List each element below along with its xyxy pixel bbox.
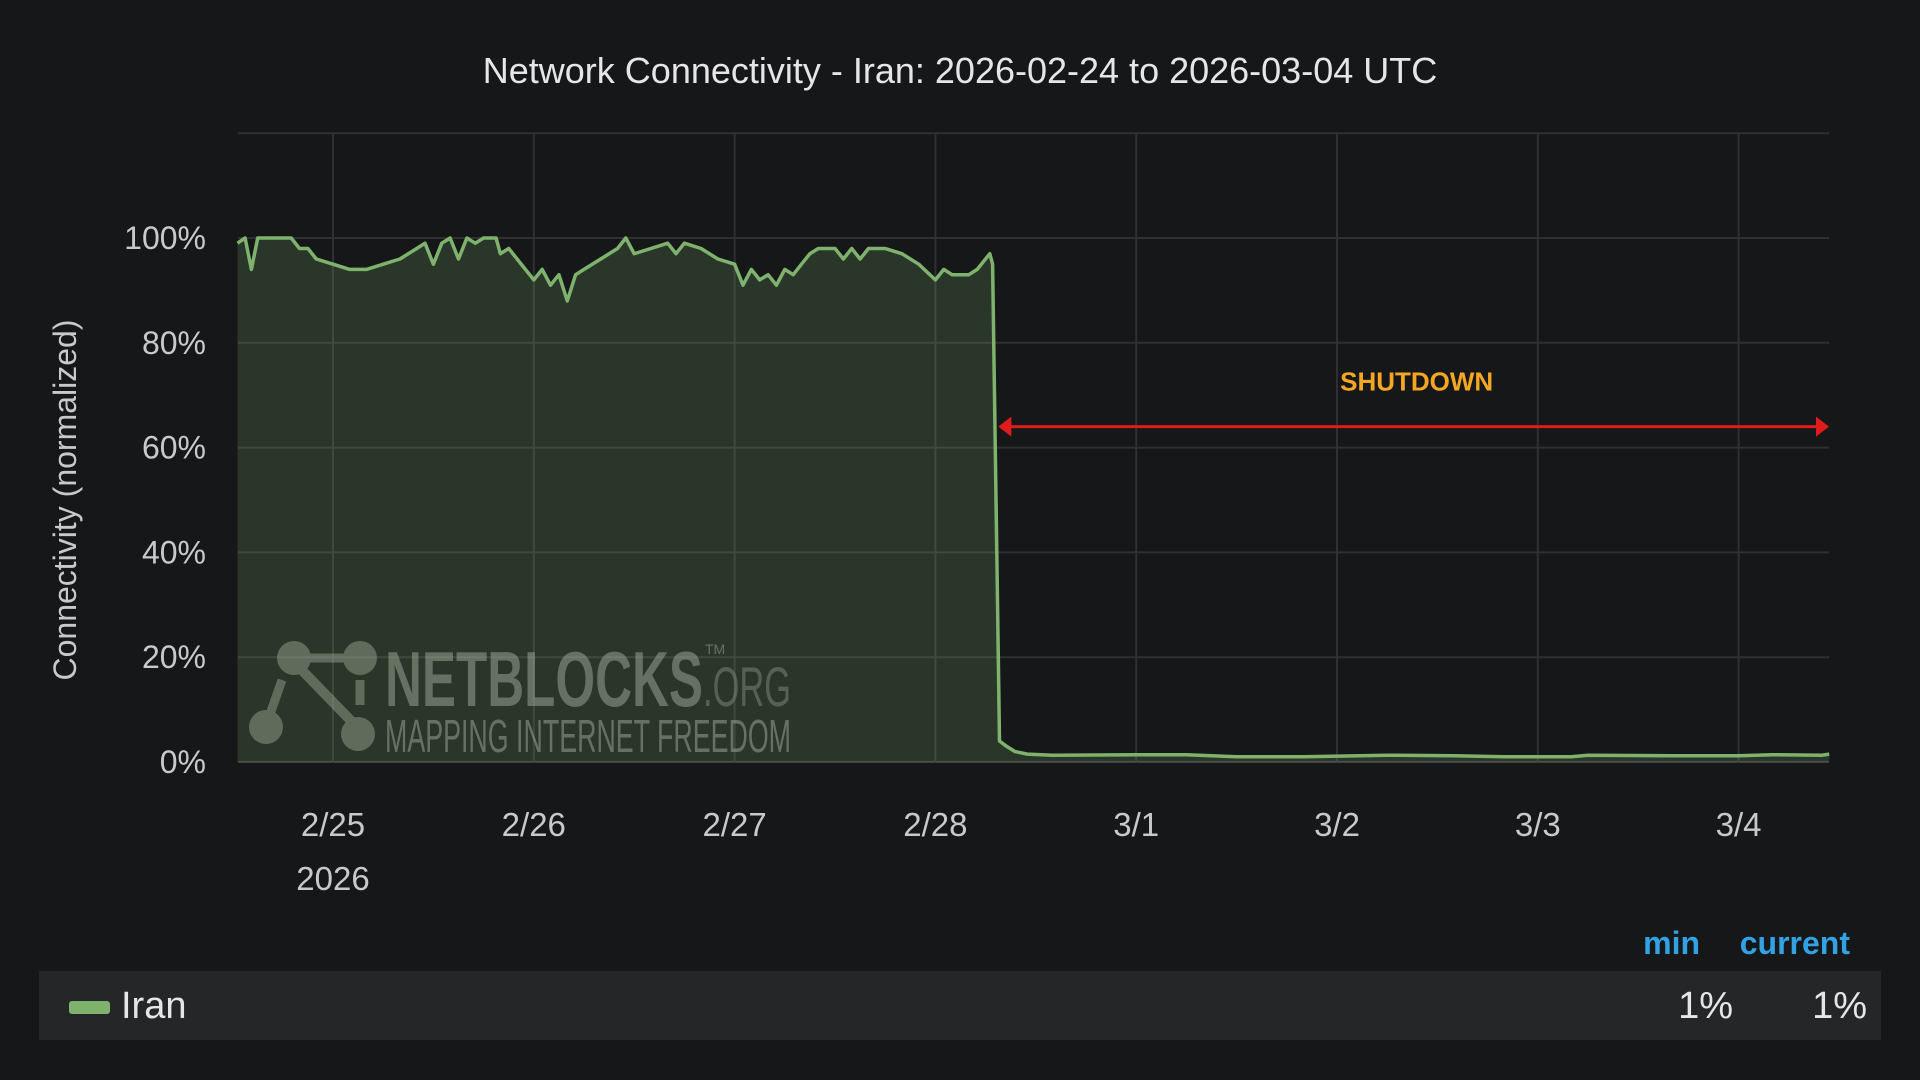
x-tick-year-label: 2026 [296, 860, 369, 897]
series-color-swatch[interactable] [69, 1001, 110, 1014]
x-tick-label: 3/2 [1314, 806, 1360, 843]
x-tick-label: 2/27 [702, 806, 766, 843]
watermark-suffix: .ORG [703, 655, 791, 718]
y-tick-label: 100% [124, 220, 206, 256]
x-tick-label: 3/3 [1515, 806, 1561, 843]
legend-min-value: 1% [1678, 985, 1733, 1027]
watermark-tagline: MAPPING INTERNET FREEDOM [385, 710, 791, 762]
x-tick-label: 2/25 [301, 806, 365, 843]
x-tick-label: 3/4 [1716, 806, 1762, 843]
shutdown-annotation-label: SHUTDOWN [1340, 367, 1493, 397]
x-tick-label: 2/26 [502, 806, 566, 843]
arrow-head-left-icon [998, 416, 1012, 437]
netblocks-watermark: NETBLOCKS TM .ORG MAPPING INTERNET FREED… [249, 635, 791, 762]
y-tick-label: 80% [142, 325, 206, 361]
y-tick-label: 40% [142, 534, 206, 570]
legend-series-name[interactable]: Iran [121, 985, 187, 1027]
axes: 0% 20% 40% 60% 80% 100% 2/25 2026 2/26 2/27 2/28 3/… [124, 220, 1761, 897]
legend-col-min[interactable]: min [1643, 925, 1700, 961]
netblocks-logo-icon [249, 641, 377, 751]
x-tick-label: 2/28 [903, 806, 967, 843]
watermark-brand: NETBLOCKS [385, 635, 703, 723]
y-axis-label: Connectivity (normalized) [47, 319, 83, 680]
chart-plot: NETBLOCKS TM .ORG MAPPING INTERNET FREED… [47, 132, 1830, 897]
series-layer [236, 236, 1830, 762]
chart-title: Network Connectivity - Iran: 2026-02-24 … [482, 50, 1438, 91]
legend-row-iran[interactable]: Iran 1% 1% [39, 971, 1881, 1040]
y-tick-label: 60% [142, 430, 206, 466]
series-area-iran [237, 238, 1830, 762]
y-tick-label: 0% [160, 744, 206, 780]
grid [238, 132, 1829, 763]
arrow-head-right-icon [1816, 416, 1829, 437]
legend-col-current[interactable]: current [1739, 925, 1850, 961]
series-line-iran [236, 236, 1830, 759]
watermark-tm: TM [705, 641, 725, 657]
x-tick-label: 3/1 [1113, 806, 1159, 843]
legend-current-value: 1% [1812, 985, 1867, 1027]
y-tick-label: 20% [142, 639, 206, 675]
annotation-layer: SHUTDOWN [998, 367, 1829, 437]
